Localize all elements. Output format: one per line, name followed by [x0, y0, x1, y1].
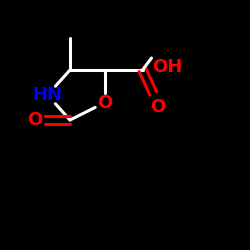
Text: OH: OH: [152, 58, 182, 76]
Text: O: O: [150, 98, 165, 116]
Text: O: O: [98, 94, 112, 112]
Text: O: O: [28, 111, 42, 129]
Text: HN: HN: [32, 86, 62, 104]
